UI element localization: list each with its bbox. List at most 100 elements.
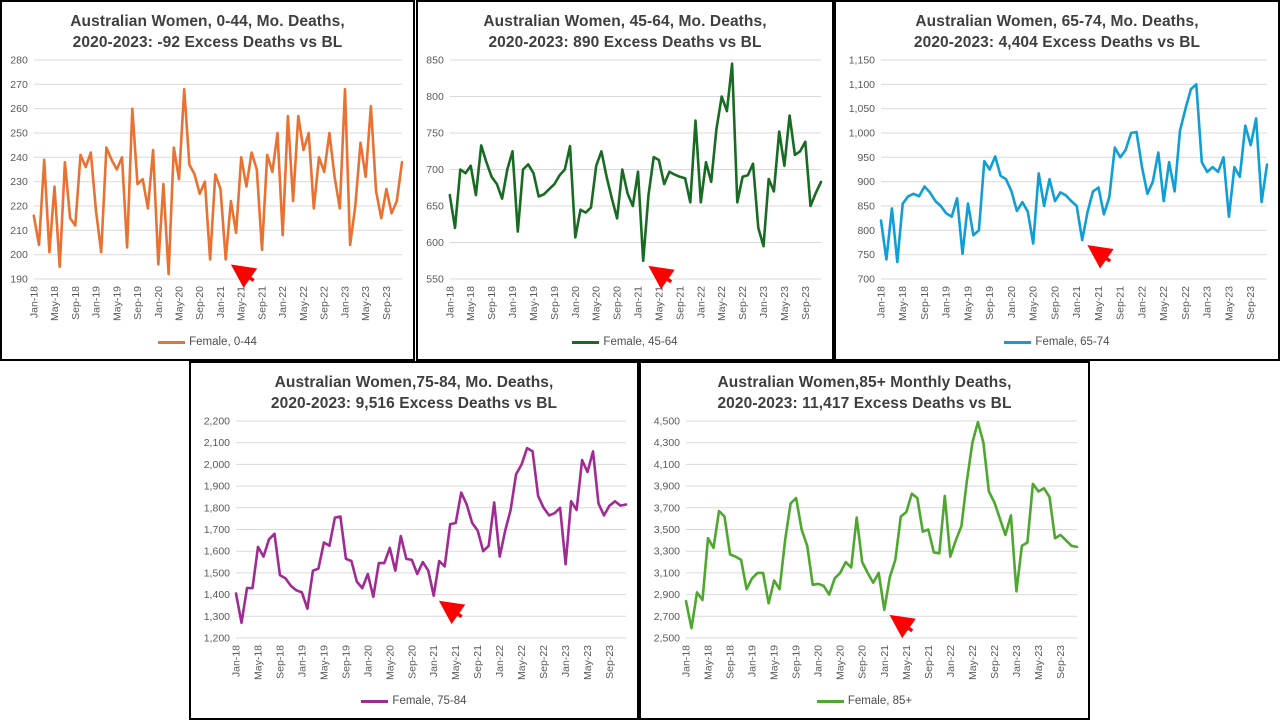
svg-text:Jan-19: Jan-19: [747, 645, 759, 677]
legend-female-75-84: Female, 75-84: [191, 688, 637, 714]
svg-text:May-19: May-19: [963, 286, 975, 321]
chart-title-line2: 2020-2023: 890 Excess Deaths vs BL: [488, 34, 762, 52]
svg-text:3,300: 3,300: [654, 545, 680, 557]
svg-text:May-23: May-23: [360, 286, 372, 321]
svg-text:May-20: May-20: [174, 286, 186, 321]
svg-text:240: 240: [10, 152, 28, 164]
chart-title: Australian Women,75-84, Mo. Deaths, 2020…: [191, 372, 637, 415]
svg-text:3,100: 3,100: [654, 567, 680, 579]
line-chart-female-45-64: 550 600 650 700 750 800 850 Jan-18 May-18 Sep-18 J…: [418, 54, 832, 330]
svg-text:Jan-23: Jan-23: [1202, 286, 1214, 318]
svg-text:Jan-23: Jan-23: [560, 645, 572, 677]
svg-text:190: 190: [10, 273, 28, 285]
chart-title: Australian Women, 0-44, Mo. Deaths, 2020…: [2, 11, 413, 54]
svg-text:Jan-22: Jan-22: [494, 645, 506, 677]
svg-text:Sep-22: Sep-22: [1180, 286, 1192, 320]
svg-text:Sep-19: Sep-19: [340, 645, 352, 679]
svg-text:Sep-21: Sep-21: [1115, 286, 1127, 320]
svg-text:700: 700: [857, 273, 875, 285]
chart-title: Australian Women,85+ Monthly Deaths, 202…: [641, 372, 1088, 415]
svg-text:Sep-18: Sep-18: [70, 286, 82, 320]
chart-title-line1: Australian Women,85+ Monthly Deaths,: [717, 374, 1012, 391]
svg-text:May-23: May-23: [1223, 286, 1235, 321]
svg-text:Sep-23: Sep-23: [381, 286, 393, 320]
chart-panel-female-65-74: Australian Women, 65-74, Mo. Deaths, 202…: [834, 0, 1280, 361]
svg-text:May-18: May-18: [897, 286, 909, 321]
svg-text:260: 260: [10, 103, 28, 115]
svg-text:3,900: 3,900: [654, 480, 680, 492]
svg-text:May-20: May-20: [835, 645, 847, 680]
legend-label: Female, 65-74: [1035, 336, 1110, 349]
svg-text:Jan-23: Jan-23: [340, 286, 352, 318]
svg-text:Jan-18: Jan-18: [681, 645, 693, 677]
line-chart-female-65-74: 700 750 800 850 900 950 1,000 1,050 1,100 1,150 Ja…: [836, 54, 1278, 330]
chart-title-line1: Australian Women, 0-44, Mo. Deaths,: [70, 13, 345, 30]
red-arrow-annotation: [1087, 244, 1114, 269]
svg-text:1,500: 1,500: [204, 567, 230, 579]
legend-female-85plus: Female, 85+: [641, 688, 1088, 714]
svg-text:2,900: 2,900: [654, 589, 680, 601]
svg-text:1,800: 1,800: [204, 502, 230, 514]
chart-panel-female-0-44: Australian Women, 0-44, Mo. Deaths, 2020…: [0, 0, 415, 361]
svg-text:Sep-20: Sep-20: [857, 645, 869, 679]
svg-text:May-23: May-23: [1033, 645, 1045, 680]
svg-text:600: 600: [426, 237, 444, 249]
svg-text:Jan-18: Jan-18: [28, 286, 40, 318]
svg-text:Sep-23: Sep-23: [800, 286, 812, 320]
svg-text:4,300: 4,300: [654, 437, 680, 449]
svg-text:200: 200: [10, 249, 28, 261]
svg-text:Jan-20: Jan-20: [1006, 286, 1018, 318]
chart-title: Australian Women, 45-64, Mo. Deaths, 202…: [418, 11, 832, 54]
chart-panel-female-85plus: Australian Women,85+ Monthly Deaths, 202…: [639, 361, 1090, 720]
svg-text:1,000: 1,000: [849, 127, 875, 139]
svg-text:May-21: May-21: [236, 286, 248, 321]
svg-text:May-20: May-20: [384, 645, 396, 680]
svg-text:May-19: May-19: [318, 645, 330, 680]
svg-text:1,150: 1,150: [849, 54, 875, 66]
svg-text:Sep-23: Sep-23: [1245, 286, 1257, 320]
svg-text:Sep-18: Sep-18: [486, 286, 498, 320]
chart-canvas: 190 200 210 220 230 240 250 260 270 280 Jan-18 May-…: [10, 54, 404, 321]
svg-text:220: 220: [10, 200, 28, 212]
svg-text:Jan-22: Jan-22: [277, 286, 289, 318]
legend-female-65-74: Female, 65-74: [836, 329, 1278, 355]
svg-text:May-22: May-22: [516, 645, 528, 680]
svg-text:950: 950: [857, 152, 875, 164]
svg-text:1,050: 1,050: [849, 103, 875, 115]
svg-text:Sep-22: Sep-22: [989, 645, 1001, 679]
svg-text:Jan-21: Jan-21: [879, 645, 891, 677]
red-arrow-annotation: [889, 614, 916, 638]
svg-text:Jan-19: Jan-19: [941, 286, 953, 318]
svg-text:May-21: May-21: [450, 645, 462, 680]
svg-text:May-22: May-22: [1158, 286, 1170, 321]
svg-text:750: 750: [426, 127, 444, 139]
chart-canvas: 2,500 2,700 2,900 3,100 3,300 3,500 3,700 3,900…: [654, 415, 1079, 680]
svg-text:250: 250: [10, 127, 28, 139]
chart-title-line1: Australian Women,75-84, Mo. Deaths,: [274, 374, 554, 391]
svg-text:May-18: May-18: [253, 645, 265, 680]
svg-text:1,600: 1,600: [204, 545, 230, 557]
svg-text:Sep-21: Sep-21: [674, 286, 686, 320]
svg-text:800: 800: [857, 225, 875, 237]
legend-label: Female, 85+: [847, 695, 913, 708]
svg-text:May-19: May-19: [528, 286, 540, 321]
legend-line-swatch: [361, 699, 389, 703]
svg-text:2,700: 2,700: [654, 611, 680, 623]
svg-text:May-22: May-22: [716, 286, 728, 321]
svg-text:Sep-19: Sep-19: [984, 286, 996, 320]
svg-text:Sep-20: Sep-20: [612, 286, 624, 320]
svg-text:1,700: 1,700: [204, 524, 230, 536]
svg-text:230: 230: [10, 176, 28, 188]
red-arrow-annotation: [648, 265, 675, 289]
svg-text:2,200: 2,200: [204, 415, 230, 427]
svg-text:Jan-19: Jan-19: [91, 286, 103, 318]
chart-panel-female-45-64: Australian Women, 45-64, Mo. Deaths, 202…: [416, 0, 834, 361]
svg-text:Jan-18: Jan-18: [876, 286, 888, 318]
svg-text:May-21: May-21: [901, 645, 913, 680]
legend-label: Female, 0-44: [189, 336, 257, 349]
svg-text:900: 900: [857, 176, 875, 188]
svg-text:May-22: May-22: [967, 645, 979, 680]
svg-text:Jan-20: Jan-20: [813, 645, 825, 677]
chart-panel-female-75-84: Australian Women,75-84, Mo. Deaths, 2020…: [189, 361, 639, 720]
svg-text:May-19: May-19: [769, 645, 781, 680]
